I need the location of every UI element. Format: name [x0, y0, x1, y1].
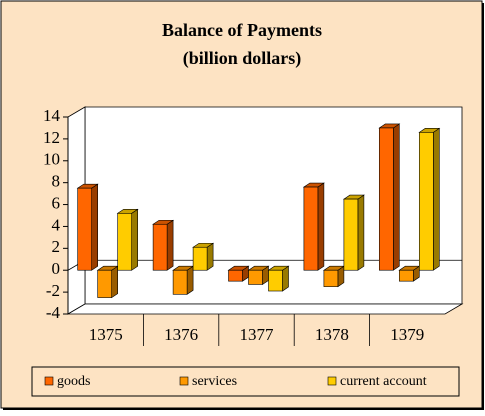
legend-swatch [179, 376, 189, 386]
bar [303, 186, 319, 271]
bar [248, 269, 263, 285]
bar [418, 132, 434, 271]
y-tick-label: 12 [43, 128, 60, 147]
bar-side [206, 242, 214, 271]
bar [97, 269, 112, 298]
bar-side [432, 127, 440, 271]
bar-side [392, 123, 400, 271]
bar [152, 223, 168, 271]
bar-side [166, 219, 174, 271]
legend-swatch [44, 376, 54, 386]
legend-swatch [327, 376, 337, 386]
x-tick-label: 1376 [164, 325, 198, 344]
bar [378, 127, 394, 271]
y-tick-label: -2 [46, 281, 60, 300]
y-tick-label: 8 [52, 172, 61, 191]
x-tick-label: 1375 [89, 325, 123, 344]
floor [66, 303, 464, 315]
y-tick-label: 6 [52, 193, 61, 212]
legend-label: goods [57, 374, 90, 389]
legend-label: current account [340, 374, 427, 389]
bar-side [357, 194, 365, 271]
bar [323, 269, 339, 287]
x-tick-label: 1379 [390, 325, 424, 344]
bar-side [91, 183, 98, 271]
bar [172, 269, 188, 295]
x-tick-label: 1378 [315, 325, 349, 344]
bar [77, 187, 92, 271]
bar [117, 213, 132, 271]
y-tick-label: 0 [52, 259, 61, 278]
y-tick-label: 14 [43, 106, 61, 125]
chart-title: Balance of Payments [162, 20, 322, 40]
bar-side [111, 265, 118, 299]
chart-subtitle: (billion dollars) [183, 48, 302, 69]
bar [398, 269, 414, 282]
bar [343, 198, 359, 271]
x-tick-label: 1377 [240, 325, 275, 344]
bar [268, 269, 283, 292]
bar [228, 269, 243, 282]
y-tick-label: 4 [52, 215, 61, 234]
bar [192, 246, 208, 271]
legend [31, 366, 460, 397]
y-tick-label: -4 [46, 303, 61, 322]
y-tick-label: 10 [43, 150, 60, 169]
bar-side [317, 182, 325, 271]
bar-side [131, 208, 138, 271]
bar-side [186, 265, 194, 295]
legend-label: services [192, 374, 237, 389]
y-tick-label: 2 [52, 237, 61, 256]
